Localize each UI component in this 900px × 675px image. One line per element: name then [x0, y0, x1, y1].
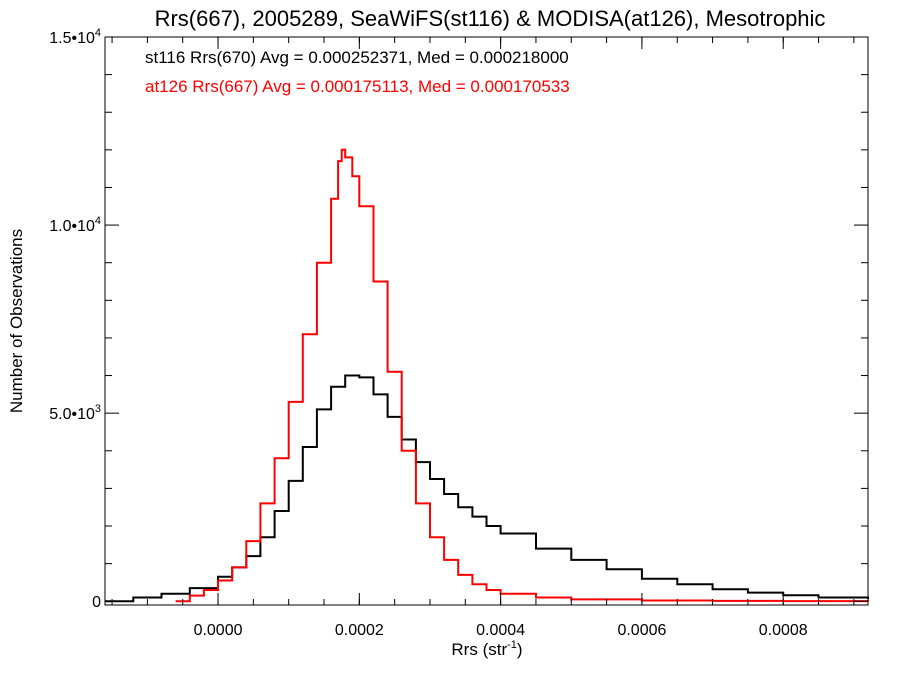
- x-tick-label: 0.0002: [335, 622, 384, 639]
- x-tick-label: 0.0000: [194, 622, 243, 639]
- y-axis-ticks: 0 5.0•103 1.0•104 1.5•104: [49, 27, 868, 611]
- y-tick-label: 1.0•104: [49, 215, 101, 235]
- plot-frame: [104, 36, 869, 606]
- y-axis-label: Number of Observations: [7, 229, 26, 413]
- x-tick-label: 0.0004: [476, 622, 525, 639]
- x-axis-label: Rrs (str-1): [451, 639, 522, 659]
- y-tick-label: 0: [92, 594, 101, 611]
- x-tick-label: 0.0006: [617, 622, 666, 639]
- legend-entry-at126: at126 Rrs(667) Avg = 0.000175113, Med = …: [145, 77, 570, 96]
- legend-entry-st116: st116 Rrs(670) Avg = 0.000252371, Med = …: [145, 48, 569, 67]
- x-axis-ticks: 0.0000 0.0002 0.0004 0.0006 0.0008: [111, 37, 855, 639]
- x-tick-label: 0.0008: [759, 622, 808, 639]
- series-line-0: [105, 374, 869, 603]
- chart-title: Rrs(667), 2005289, SeaWiFS(st116) & MODI…: [155, 6, 826, 31]
- x-axis-label-superscript: -1: [507, 639, 517, 651]
- x-axis-label-close: ): [517, 640, 523, 659]
- y-tick-label: 5.0•103: [49, 403, 101, 423]
- series-line-1: [175, 148, 869, 603]
- y-tick-label: 1.5•104: [49, 27, 101, 47]
- series-lines: [105, 148, 869, 603]
